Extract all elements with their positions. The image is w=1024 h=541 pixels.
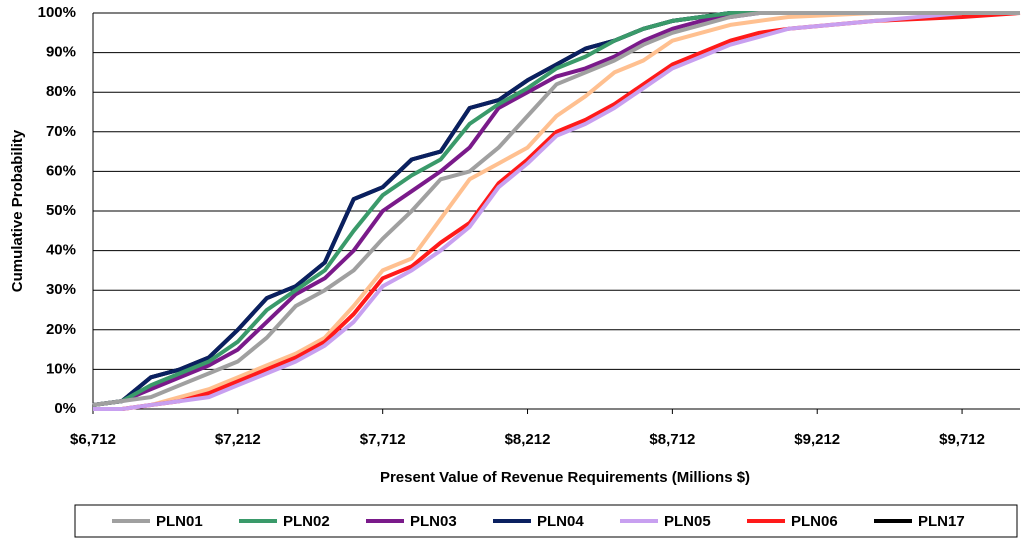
y-tick-label: 10%	[46, 360, 76, 377]
y-tick-label: 50%	[46, 202, 76, 219]
x-tick-label: $8,712	[649, 431, 695, 448]
legend-label: PLN05	[664, 513, 711, 530]
x-tick-label: $9,212	[794, 431, 840, 448]
legend-label: PLN02	[283, 513, 330, 530]
y-tick-label: 90%	[46, 44, 76, 61]
legend-box	[74, 504, 1018, 538]
x-tick-label: $7,212	[215, 431, 261, 448]
y-axis-title: Cumulative Probability	[9, 129, 26, 292]
y-tick-label: 30%	[46, 281, 76, 298]
legend-label: PLN01	[156, 513, 203, 530]
series-line	[93, 11, 1020, 411]
y-tick-label: 80%	[46, 83, 76, 100]
x-tick-label: $9,712	[939, 431, 985, 448]
legend-label: PLN04	[537, 513, 584, 530]
x-tick-label: $8,212	[505, 431, 551, 448]
x-axis-title: Present Value of Revenue Requirements (M…	[380, 469, 750, 486]
legend-label: PLN03	[410, 513, 457, 530]
series-line	[93, 11, 1020, 411]
y-tick-label: 20%	[46, 321, 76, 338]
legend-label: PLN17	[918, 513, 965, 530]
x-tick-label: $6,712	[70, 431, 116, 448]
series-line	[93, 11, 1021, 411]
legend-label: PLN06	[791, 513, 838, 530]
y-tick-label: 100%	[38, 4, 76, 21]
y-tick-label: 0%	[54, 400, 76, 417]
x-tick-label: $7,712	[360, 431, 406, 448]
y-tick-label: 40%	[46, 242, 76, 259]
series-line	[92, 11, 1020, 407]
y-tick-label: 70%	[46, 123, 76, 140]
series-line	[92, 11, 1020, 407]
y-tick-label: 60%	[46, 162, 76, 179]
